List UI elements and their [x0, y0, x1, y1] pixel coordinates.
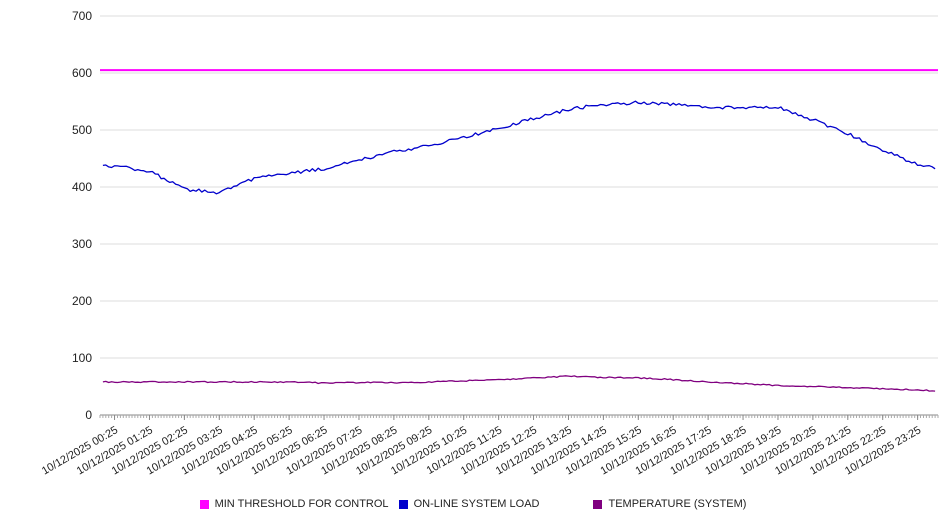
chart-legend: MIN THRESHOLD FOR CONTROL ON-LINE SYSTEM …: [0, 498, 946, 510]
y-tick-label: 200: [72, 294, 92, 308]
legend-swatch-icon: [398, 499, 408, 509]
legend-label: TEMPERATURE (SYSTEM): [608, 498, 747, 510]
series-line-temperature-system-: [102, 375, 936, 392]
legend-item-temperature-system-: TEMPERATURE (SYSTEM): [593, 498, 746, 510]
y-tick-label: 700: [72, 9, 92, 23]
legend-label: MIN THRESHOLD FOR CONTROL: [214, 498, 389, 510]
y-tick-label: 500: [72, 123, 92, 137]
y-tick-label: 0: [85, 408, 92, 422]
legend-item-min-threshold-for-control: MIN THRESHOLD FOR CONTROL: [199, 498, 389, 510]
legend-item-on-line-system-load: ON-LINE SYSTEM LOAD: [398, 498, 540, 510]
legend-swatch-icon: [199, 499, 209, 509]
legend-label: ON-LINE SYSTEM LOAD: [413, 498, 540, 510]
legend-swatch-icon: [593, 499, 603, 509]
y-tick-label: 100: [72, 351, 92, 365]
y-tick-label: 400: [72, 180, 92, 194]
y-tick-label: 600: [72, 66, 92, 80]
y-tick-label: 300: [72, 237, 92, 251]
series-line-on-line-system-load: [102, 100, 936, 195]
